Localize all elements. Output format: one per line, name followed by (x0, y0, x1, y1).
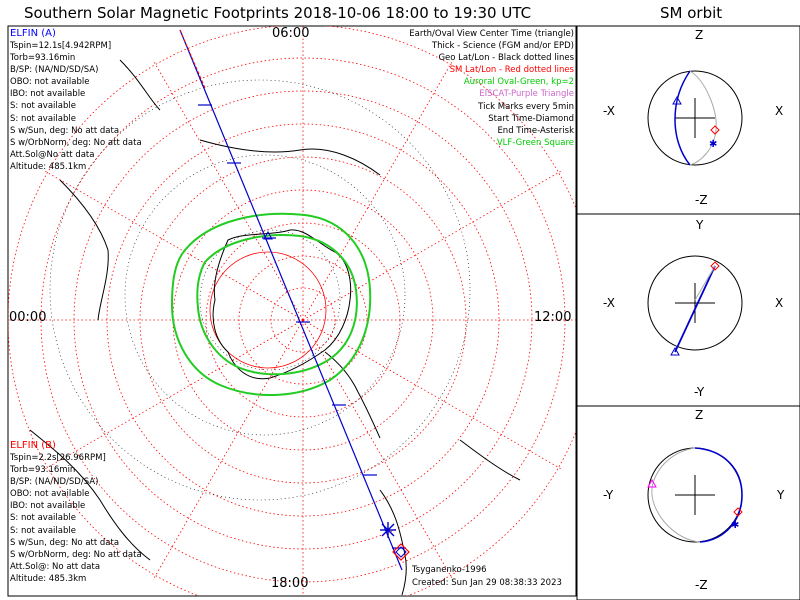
continent-outlines (29, 59, 521, 596)
clock-label-bottom: 18:00 (271, 576, 309, 591)
elfin-b-line: S w/Sun, deg: No att data (10, 537, 120, 548)
orbit1-bottom-label: -Z (695, 193, 708, 207)
legend-item: Thick - Science (FGM and/or EPD) (431, 41, 574, 52)
orbit1-top-label: Z (695, 28, 704, 42)
elfin-a-info: ELFIN (A) Tspin=12.1s[4.942RPM] Torb=93.… (10, 28, 142, 173)
elfin-b-line: S: not available (10, 513, 76, 524)
legend-item: Auroral Oval-Green, kp=2 (463, 77, 574, 88)
legend-item: End Time-Asterisk (497, 125, 574, 136)
orbit3-right-label: Y (777, 488, 785, 502)
legend-item: Tick Marks every 5min (478, 101, 574, 112)
elfin-b-line: Tspin=2.2s[26.96RPM] (10, 453, 106, 463)
end-asterisk (380, 522, 396, 538)
orbit3-left-label: -Y (603, 488, 614, 502)
sm-grid (8, 26, 576, 596)
elfin-b-name: ELFIN (B) (10, 440, 56, 451)
elfin-a-line: Altitude: 485.1km (10, 161, 87, 172)
elfin-a-line: S w/Sun, deg: No att data (10, 125, 120, 136)
model-credit: Tsyganenko-1996 (412, 565, 487, 575)
orbit1-left-label: -X (603, 104, 615, 118)
orbit2-right-label: X (775, 296, 784, 310)
legend-item: VLF-Green Square (496, 137, 574, 148)
legend: Earth/Oval View Center Time (triangle) T… (409, 28, 574, 149)
auroral-oval (170, 212, 372, 397)
elfin-b-line: Att.Sol@: No att data (10, 561, 101, 572)
elfin-a-line: B/SP: (NA/ND/SD/SA) (10, 65, 99, 76)
elfin-b-line: OBO: not available (10, 489, 90, 500)
elfin-b-line: S w/OrbNorm, deg: No att data (10, 549, 142, 560)
orbit-panel-xy (647, 255, 743, 356)
elfin-b-info: ELFIN (B) Tspin=2.2s[26.96RPM] Torb=93.1… (10, 440, 142, 585)
elfin-b-line: Torb=93.16min (10, 465, 76, 476)
orbit2-top-label: Y (696, 218, 704, 232)
elfin-b-line: S: not available (10, 525, 76, 536)
page-title: Southern Solar Magnetic Footprints 2018-… (24, 4, 532, 22)
elfin-a-name: ELFIN (A) (10, 28, 56, 39)
elfin-a-line: S: not available (10, 113, 76, 124)
sm-lat-circle (209, 251, 327, 369)
legend-item: SM Lat/Lon - Red dotted lines (449, 65, 574, 76)
elfin-b-line: IBO: not available (10, 501, 86, 512)
orbit1-right-label: X (775, 104, 784, 118)
orbit-panels-frame (576, 25, 800, 600)
elfin-a-line: S: not available (10, 101, 76, 112)
elfin-a-line: IBO: not available (10, 89, 86, 100)
legend-item: Geo Lat/Lon - Black dotted lines (438, 53, 574, 64)
svg-text:✱: ✱ (731, 520, 739, 531)
elfin-a-line: S w/OrbNorm, deg: No att data (10, 137, 142, 148)
satellite-track (179, 29, 410, 571)
elfin-b-line: B/SP: (NA/ND/SD/SA) (10, 477, 99, 488)
elfin-a-line: Tspin=12.1s[4.942RPM] (10, 41, 112, 51)
orbit2-bottom-label: -Y (694, 385, 705, 399)
clock-label-left: 00:00 (9, 310, 47, 325)
clock-label-top: 06:00 (272, 26, 310, 41)
map-frame (7, 25, 577, 597)
svg-text:✱: ✱ (709, 139, 717, 150)
orbit-title: SM orbit (660, 4, 723, 22)
orbit3-top-label: Z (695, 408, 704, 422)
start-diamond (392, 543, 410, 561)
elfin-a-line: Torb=93.16min (10, 53, 76, 64)
legend-item: Earth/Oval View Center Time (triangle) (409, 29, 574, 39)
orbit-panel-yz: ✱ (647, 447, 743, 543)
elfin-a-line: OBO: not available (10, 77, 90, 88)
view-triangle (263, 230, 273, 240)
orbit-panel-xz: ✱ (647, 70, 743, 166)
elfin-a-line: Att.Sol@No att data (10, 149, 95, 160)
legend-item: Start Time-Diamond (488, 113, 574, 124)
orbit2-left-label: -X (603, 296, 615, 310)
clock-label-right: 12:00 (534, 310, 572, 325)
elfin-b-line: Altitude: 485.3km (10, 573, 87, 584)
orbit3-bottom-label: -Z (695, 578, 708, 592)
legend-item: EISCAT-Purple Triangle (479, 89, 574, 100)
geo-grid (49, 79, 471, 501)
created-timestamp: Created: Sun Jan 29 08:38:33 2023 (412, 578, 562, 588)
